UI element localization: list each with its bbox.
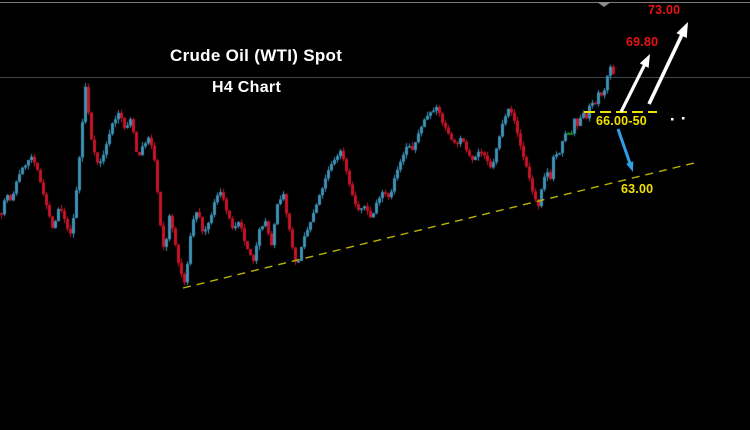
- resistance-zone-label: 66.00-50: [596, 114, 647, 128]
- pullback-arrow[interactable]: [616, 128, 634, 172]
- upper-target-price-label: 73.00: [648, 3, 681, 17]
- chart-shift-marker-icon[interactable]: [597, 2, 611, 7]
- mid-target-price-label: 69.80: [626, 35, 659, 49]
- trendline-support-label: 63.00: [621, 182, 654, 196]
- projection-arrow-long[interactable]: [647, 22, 688, 105]
- ascending-support-trendline[interactable]: [182, 162, 695, 289]
- projection-arrow-short[interactable]: [619, 54, 650, 113]
- chart-title: Crude Oil (WTI) Spot: [170, 46, 343, 65]
- white-dot-marker: [682, 117, 685, 120]
- chart-timeframe-subtitle: H4 Chart: [212, 79, 282, 96]
- white-dot-marker: [671, 118, 674, 121]
